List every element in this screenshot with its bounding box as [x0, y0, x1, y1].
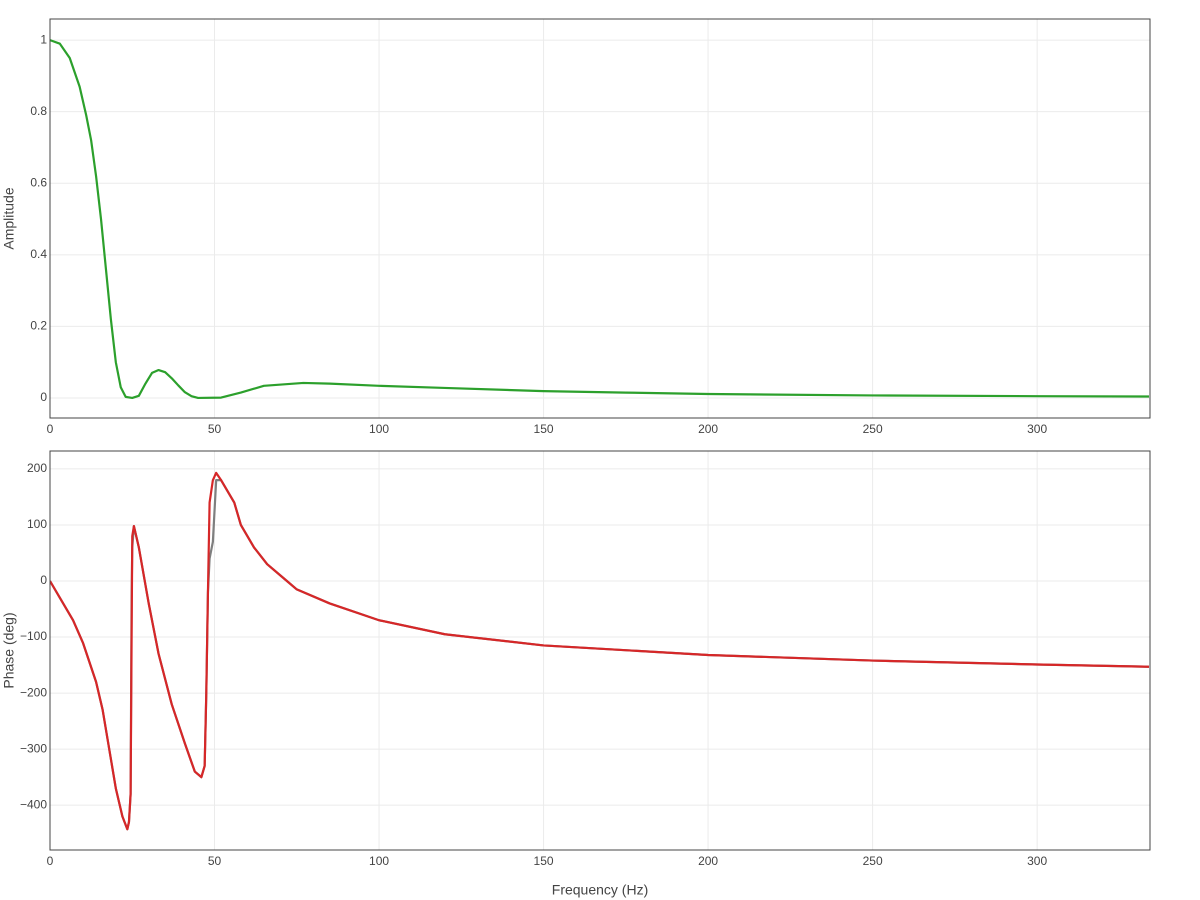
- y-tick-label: −300: [20, 741, 47, 755]
- x-tick-label: 250: [863, 422, 883, 436]
- x-tick-label: 300: [1027, 854, 1047, 868]
- y-axis-title: Phase (deg): [1, 612, 17, 688]
- y-tick-label: 0.4: [30, 247, 47, 261]
- y-tick-label: 0: [40, 573, 47, 587]
- series-line: [50, 39, 1150, 400]
- x-tick-label: 0: [47, 422, 54, 436]
- x-tick-label: 300: [1027, 422, 1047, 436]
- y-tick-label: 0.2: [30, 319, 47, 333]
- y-tick-label: 1: [40, 32, 47, 46]
- x-tick-label: 250: [863, 854, 883, 868]
- x-tick-label: 0: [47, 854, 54, 868]
- y-axis-title: Amplitude: [1, 187, 17, 249]
- plot-frame: [49, 450, 1151, 851]
- series-line: [50, 471, 1150, 831]
- x-tick-label: 150: [534, 854, 554, 868]
- y-tick-label: −200: [20, 685, 47, 699]
- x-tick-label: 100: [369, 854, 389, 868]
- x-tick-label: 100: [369, 422, 389, 436]
- y-tick-label: 200: [27, 461, 47, 475]
- x-tick-label: 200: [698, 422, 718, 436]
- x-axis-title: Frequency (Hz): [552, 882, 648, 898]
- y-tick-label: 100: [27, 517, 47, 531]
- plot-frame: [49, 18, 1151, 419]
- x-tick-label: 150: [534, 422, 554, 436]
- x-tick-label: 200: [698, 854, 718, 868]
- y-tick-label: 0.6: [30, 175, 47, 189]
- y-tick-label: 0: [40, 390, 47, 404]
- y-tick-label: 0.8: [30, 104, 47, 118]
- x-tick-label: 50: [208, 422, 222, 436]
- y-tick-label: −400: [20, 797, 47, 811]
- y-tick-label: −100: [20, 629, 47, 643]
- x-tick-label: 50: [208, 854, 222, 868]
